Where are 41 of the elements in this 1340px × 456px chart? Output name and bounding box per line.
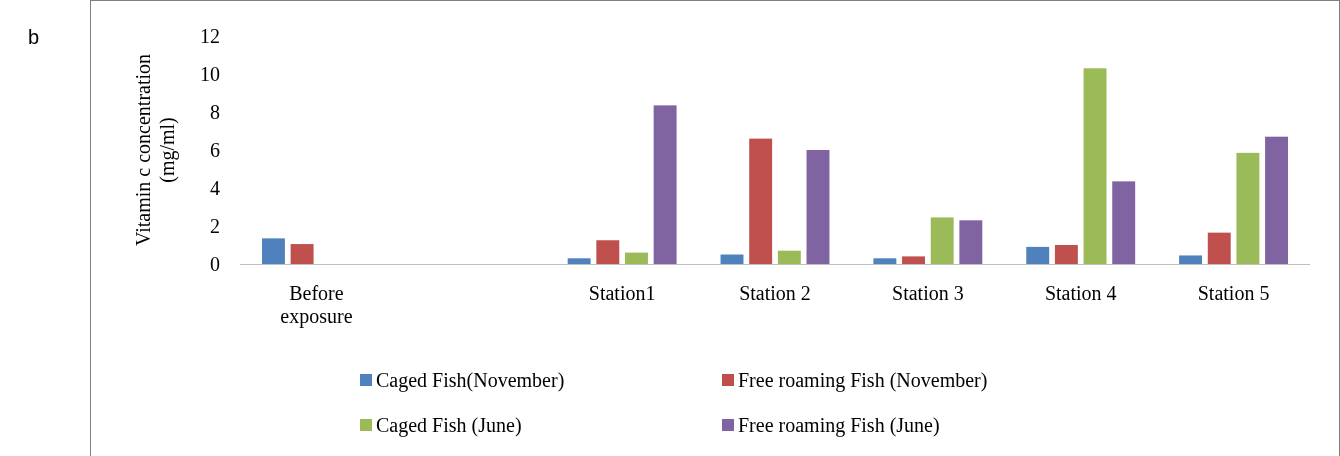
y-tick-label: 12 bbox=[200, 24, 220, 47]
bar bbox=[1179, 255, 1203, 264]
bar bbox=[1265, 136, 1289, 264]
y-tick-label: 6 bbox=[210, 138, 220, 161]
bar bbox=[1083, 68, 1107, 264]
bar bbox=[777, 250, 801, 264]
x-tick-label: Station 4 bbox=[1044, 282, 1117, 305]
bar bbox=[930, 217, 954, 264]
bar bbox=[1026, 246, 1050, 264]
x-tick-label: Station1 bbox=[588, 282, 656, 305]
x-tick-label: Before exposure bbox=[280, 282, 353, 329]
bar bbox=[653, 105, 677, 264]
legend-label: Free roaming Fish (November) bbox=[738, 369, 988, 392]
legend-label: Free roaming Fish (June) bbox=[738, 414, 940, 437]
y-tick-label: 10 bbox=[200, 62, 220, 85]
bar bbox=[1236, 152, 1260, 264]
legend-label: Caged Fish (June) bbox=[376, 414, 522, 437]
bar bbox=[873, 258, 897, 264]
bar bbox=[1112, 181, 1136, 264]
bar bbox=[959, 220, 983, 264]
y-tick-label: 8 bbox=[210, 100, 220, 123]
legend-label: Caged Fish(November) bbox=[376, 369, 565, 392]
bar bbox=[1054, 245, 1078, 264]
bar bbox=[625, 252, 648, 264]
bar bbox=[902, 256, 925, 264]
y-tick-label: 4 bbox=[210, 176, 220, 199]
x-tick-label: Station 5 bbox=[1197, 282, 1270, 305]
y-tick-label: 2 bbox=[210, 214, 220, 237]
bar bbox=[290, 244, 314, 264]
bar bbox=[749, 138, 773, 264]
y-tick-label: 0 bbox=[210, 252, 220, 275]
bar bbox=[720, 254, 744, 264]
bar bbox=[596, 240, 620, 264]
x-tick-label: Station 2 bbox=[739, 282, 811, 305]
bar bbox=[567, 258, 591, 264]
text: b bbox=[28, 26, 40, 48]
bar bbox=[1207, 232, 1231, 264]
bar bbox=[806, 150, 830, 264]
x-tick-label: Station 3 bbox=[892, 282, 964, 305]
bar bbox=[261, 238, 285, 264]
y-axis-title: Vitamin c concentration (mg/ml) bbox=[132, 53, 179, 247]
